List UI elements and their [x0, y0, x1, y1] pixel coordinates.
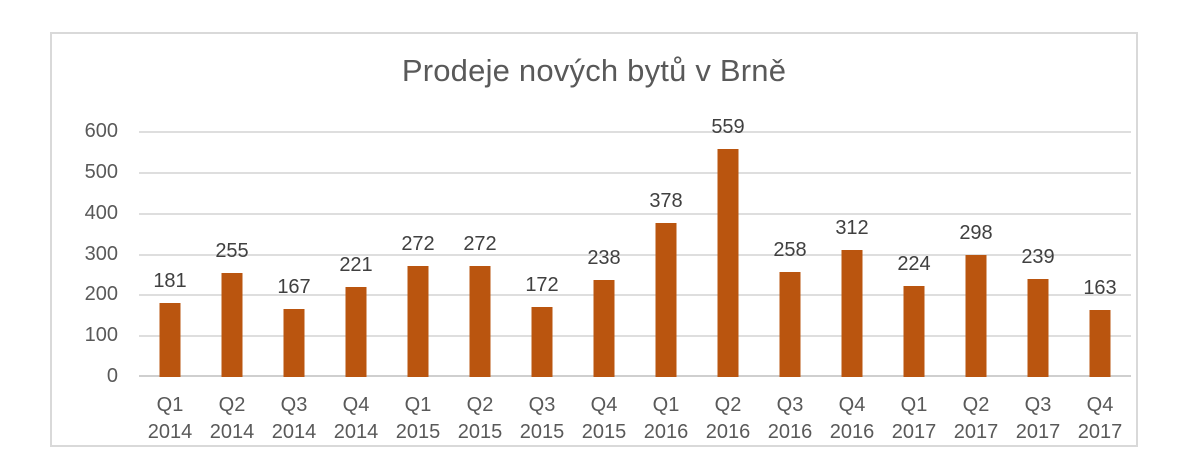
bar-value-label: 221 [339, 253, 373, 276]
bar-slot: 272 Q1 2015 [387, 132, 449, 443]
bar-slot: 312 Q4 2016 [821, 132, 883, 443]
bars-layer: 181 Q1 2014 255 Q2 2014 167 Q3 2014 221 Q4 2014 272 Q… [139, 117, 1131, 443]
bar [345, 286, 367, 377]
x-axis-category-label: Q1 2014 [147, 394, 193, 443]
bar-slot: 255 Q2 2014 [201, 132, 263, 443]
bar [1027, 279, 1049, 377]
bar [655, 222, 677, 377]
gridline [139, 212, 1131, 215]
y-axis-tick-label: 200 [84, 283, 118, 306]
bar [841, 249, 863, 377]
x-axis-category-label: Q3 2015 [519, 394, 565, 443]
bar-slot: 221 Q4 2014 [325, 132, 387, 443]
bar-slot: 163 Q4 2017 [1069, 132, 1131, 443]
bar-value-label: 559 [711, 115, 745, 138]
bar-value-label: 239 [1021, 246, 1055, 269]
bar-value-label: 272 [463, 232, 497, 255]
bar-slot: 238 Q4 2015 [573, 132, 635, 443]
y-axis-tick-label: 400 [84, 201, 118, 224]
chart-frame: Prodeje nových bytů v Brně 0 100 200 300 400… [50, 32, 1138, 447]
x-axis-category-label: Q1 2015 [395, 394, 441, 443]
bar-value-label: 312 [835, 216, 869, 239]
bar-value-label: 224 [897, 252, 931, 275]
gridline [139, 131, 1131, 133]
bar-value-label: 272 [401, 232, 435, 255]
bar-slot: 172 Q3 2015 [511, 132, 573, 443]
y-axis-tick-label: 600 [84, 120, 118, 142]
x-axis-category-label: Q2 2014 [209, 394, 255, 443]
bar [779, 271, 801, 377]
x-axis-line [139, 375, 1131, 377]
bar [159, 303, 181, 377]
x-axis-category-label: Q2 2017 [953, 394, 999, 443]
bar [1089, 310, 1111, 377]
bar-slot: 378 Q1 2016 [635, 132, 697, 443]
bar [717, 148, 739, 377]
chart-title: Prodeje nových bytů v Brně [401, 53, 787, 88]
bar-value-label: 378 [649, 189, 683, 212]
x-axis-category-label: Q3 2017 [1015, 394, 1061, 443]
bar-value-label: 258 [773, 238, 807, 261]
x-axis-category-label: Q2 2016 [705, 394, 751, 443]
bar [965, 255, 987, 377]
x-axis-category-label: Q3 2014 [271, 394, 317, 443]
y-axis-tick-label: 500 [84, 160, 118, 183]
bar-slot: 258 Q3 2016 [759, 132, 821, 443]
x-axis-category-label: Q4 2016 [829, 394, 875, 443]
bar [531, 306, 553, 377]
bar-slot: 559 Q2 2016 [697, 117, 759, 443]
bar-slot: 181 Q1 2014 [139, 132, 201, 443]
bar-value-label: 163 [1083, 277, 1117, 300]
gridline [139, 253, 1131, 256]
bar [407, 265, 429, 377]
gridline [139, 171, 1131, 174]
x-axis-category-label: Q1 2017 [891, 394, 937, 443]
bar-value-label: 298 [959, 222, 993, 245]
gridline [139, 335, 1131, 338]
gridline [139, 294, 1131, 297]
bar-value-label: 181 [153, 270, 187, 293]
bar [283, 308, 305, 377]
y-axis-tick-label: 300 [84, 242, 118, 265]
bar-value-label: 238 [587, 246, 621, 269]
bar [221, 272, 243, 377]
x-axis-category-label: Q2 2015 [457, 394, 503, 443]
bar [593, 279, 615, 377]
x-axis-category-label: Q4 2014 [333, 394, 379, 443]
x-axis-category-label: Q3 2016 [767, 394, 813, 443]
bar-slot: 298 Q2 2017 [945, 132, 1007, 443]
bar-value-label: 167 [277, 275, 311, 298]
plot-area: 0 100 200 300 400 500 600 181 Q1 2014 255 Q2 2014 167… [85, 117, 1131, 443]
y-axis-tick-label: 0 [106, 365, 118, 387]
y-axis-tick-label: 100 [84, 324, 118, 347]
bar [903, 285, 925, 377]
x-axis-category-label: Q4 2017 [1077, 394, 1123, 443]
bar-slot: 272 Q2 2015 [449, 132, 511, 443]
x-axis-category-label: Q4 2015 [581, 394, 627, 443]
bar-value-label: 255 [215, 239, 249, 262]
bar-slot: 239 Q3 2017 [1007, 132, 1069, 443]
bar-slot: 224 Q1 2017 [883, 132, 945, 443]
x-axis-category-label: Q1 2016 [643, 394, 689, 443]
bar-value-label: 172 [525, 273, 559, 296]
bar-slot: 167 Q3 2014 [263, 132, 325, 443]
bar [469, 265, 491, 377]
